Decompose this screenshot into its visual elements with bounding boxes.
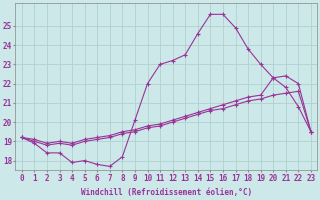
X-axis label: Windchill (Refroidissement éolien,°C): Windchill (Refroidissement éolien,°C) <box>81 188 252 197</box>
